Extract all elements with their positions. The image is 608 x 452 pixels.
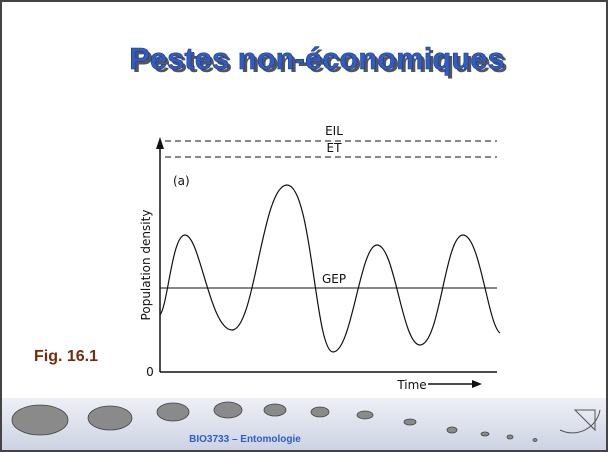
eil-label: EIL xyxy=(325,124,343,138)
et-label: ET xyxy=(327,141,343,155)
y-axis-label: Population density xyxy=(139,210,153,321)
figure-label: Fig. 16.1 xyxy=(34,348,98,365)
y-arrow xyxy=(156,137,164,149)
beetles xyxy=(11,401,538,442)
x-axis-label: Time xyxy=(396,378,426,392)
title-shadow: Pestes non-économiques xyxy=(132,44,508,79)
figure: EIL ET (a) Population density GEP 0 Time xyxy=(139,124,501,392)
gep-label: GEP xyxy=(322,272,346,286)
footer-text: BIO3733 – Entomologie xyxy=(189,434,301,445)
title: Pestes non-économiques xyxy=(129,41,505,76)
x-arrow xyxy=(472,380,482,388)
origin-label: 0 xyxy=(146,365,154,379)
population-curve xyxy=(159,184,501,353)
spiral-logo xyxy=(559,409,601,434)
panel-label: (a) xyxy=(173,174,190,188)
